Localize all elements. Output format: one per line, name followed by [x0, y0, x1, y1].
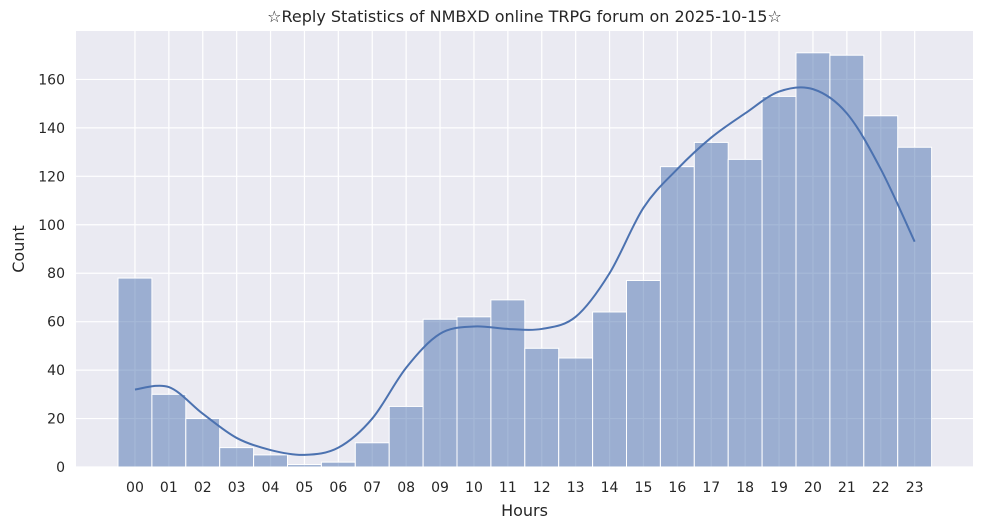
y-tick-label: 20	[47, 412, 65, 428]
bar-20	[795, 52, 831, 468]
x-tick-label: 21	[838, 480, 856, 496]
bar-12	[524, 347, 560, 468]
x-tick-label: 10	[465, 480, 483, 496]
bar-06	[320, 461, 356, 468]
x-tick-label: 03	[228, 480, 246, 496]
y-tick-label: 0	[56, 460, 65, 476]
bars	[117, 52, 933, 468]
bar-02	[185, 418, 221, 468]
x-axis-label: Hours	[501, 501, 548, 520]
x-tick-label: 07	[363, 480, 381, 496]
bar-21	[829, 54, 865, 468]
bar-17	[693, 141, 729, 468]
x-tick-label: 08	[397, 480, 415, 496]
bar-11	[490, 299, 526, 468]
x-tick-label: 04	[262, 480, 280, 496]
x-tick-labels: 00 01 02 03 04 05 06 07 08 09 10 11 12 13 14 15 16 17 18 19…	[126, 480, 924, 496]
bar-16	[659, 166, 695, 468]
bar-18	[727, 158, 763, 468]
kde-curve	[134, 86, 916, 456]
x-tick-label: 06	[329, 480, 347, 496]
y-tick-label: 140	[38, 121, 65, 137]
x-tick-label: 23	[906, 480, 924, 496]
x-tick-label: 20	[804, 480, 822, 496]
bar-13	[558, 357, 594, 468]
bar-23	[897, 146, 933, 468]
x-tick-label: 09	[431, 480, 449, 496]
x-tick-label: 02	[194, 480, 212, 496]
x-tick-label: 01	[160, 480, 178, 496]
y-tick-label: 100	[38, 218, 65, 234]
x-tick-label: 18	[736, 480, 754, 496]
bar-04	[253, 454, 289, 468]
x-tick-label: 14	[601, 480, 619, 496]
chart-title: ☆Reply Statistics of NMBXD online TRPG f…	[267, 7, 782, 26]
bar-08	[388, 405, 424, 468]
x-tick-label: 05	[296, 480, 314, 496]
x-tick-label: 19	[770, 480, 788, 496]
bar-09	[422, 318, 458, 468]
x-tick-label: 22	[872, 480, 890, 496]
bar-10	[456, 316, 492, 468]
y-tick-label: 60	[47, 315, 65, 331]
bar-19	[761, 95, 797, 468]
x-tick-label: 17	[702, 480, 720, 496]
x-tick-label: 13	[567, 480, 585, 496]
x-tick-label: 12	[533, 480, 551, 496]
y-tick-label: 40	[47, 363, 65, 379]
bar-01	[151, 393, 187, 468]
bar-05	[287, 464, 322, 468]
x-tick-label: 00	[126, 480, 144, 496]
bar-00	[117, 277, 153, 468]
y-tick-label: 80	[47, 266, 65, 282]
bar-14	[592, 311, 627, 468]
x-tick-label: 16	[668, 480, 686, 496]
y-tick-label: 120	[38, 169, 65, 185]
x-tick-label: 15	[635, 480, 653, 496]
bar-15	[626, 279, 661, 468]
y-tick-labels: 0 20 40 60 80 100 120 140 160	[38, 72, 65, 476]
y-axis-label: Count	[9, 225, 28, 273]
bar-03	[219, 447, 255, 468]
x-tick-label: 11	[499, 480, 517, 496]
y-tick-label: 160	[38, 72, 65, 88]
bar-07	[354, 442, 390, 468]
